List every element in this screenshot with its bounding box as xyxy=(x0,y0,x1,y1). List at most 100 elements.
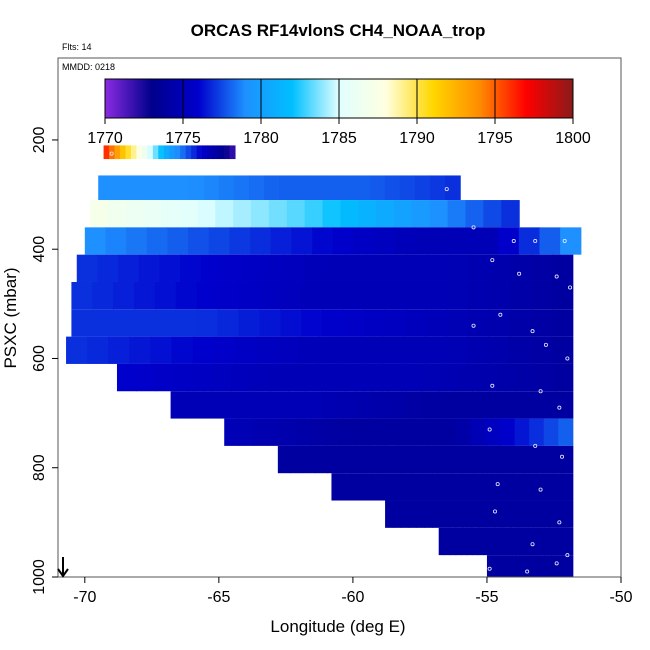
heatmap-cell xyxy=(428,254,450,282)
heatmap-cell xyxy=(207,145,214,160)
heatmap-cell xyxy=(108,200,127,228)
heatmap-cell xyxy=(331,473,343,501)
heatmap-cell xyxy=(309,175,326,201)
heatmap-cell xyxy=(557,500,566,528)
heatmap-cell xyxy=(311,418,327,446)
heatmap-cell xyxy=(565,555,570,577)
heatmap-cell xyxy=(472,391,490,419)
heatmap-cell xyxy=(196,145,203,160)
heatmap-cell xyxy=(455,527,462,556)
heatmap-cell xyxy=(551,309,574,337)
x-tick-label: -55 xyxy=(475,589,498,606)
heatmap-cell xyxy=(510,500,519,528)
heatmap-cell xyxy=(361,473,373,501)
heatmap-cell xyxy=(175,309,198,337)
heatmap-cell xyxy=(129,336,152,364)
heatmap-cell xyxy=(477,527,484,556)
heatmap-cell xyxy=(376,200,395,228)
heatmap-cell xyxy=(126,227,148,255)
heatmap-cell xyxy=(466,527,473,556)
heatmap-cell xyxy=(449,527,457,556)
heatmap-cell xyxy=(203,175,220,201)
heatmap-cell xyxy=(442,473,453,501)
heatmap-cell xyxy=(202,145,209,160)
heatmap-cell xyxy=(384,309,407,337)
heatmap-cell xyxy=(494,555,499,577)
heatmap-cell xyxy=(66,336,88,364)
y-tick-label: 200 xyxy=(31,127,48,154)
heatmap-cell xyxy=(251,200,270,228)
heatmap-cell xyxy=(213,336,236,364)
heatmap-cell xyxy=(179,200,199,228)
heatmap-cell xyxy=(431,473,443,501)
heatmap-cell xyxy=(130,145,138,160)
heatmap-cell xyxy=(478,500,488,528)
heatmap-cell xyxy=(71,309,93,337)
heatmap-cell xyxy=(290,445,304,474)
flight-point xyxy=(557,520,562,525)
heatmap-cell xyxy=(376,445,390,474)
heatmap-cell xyxy=(510,254,533,282)
heatmap-cell xyxy=(398,418,414,446)
heatmap-cell xyxy=(312,227,334,255)
heatmap-cell xyxy=(340,200,359,228)
heatmap-cell xyxy=(553,363,574,392)
heatmap-cell xyxy=(233,200,252,228)
heatmap-cell xyxy=(425,445,439,474)
heatmap-cell xyxy=(277,336,299,364)
y-axis: 200 400 600 800 1000 xyxy=(31,127,58,595)
heatmap-cell xyxy=(256,336,278,364)
flight-point xyxy=(490,258,495,263)
heatmap-cell xyxy=(224,418,240,446)
heatmap-cell xyxy=(154,281,177,310)
heatmap-cell xyxy=(267,418,283,446)
heatmap-cell xyxy=(469,254,491,282)
heatmap-cell xyxy=(250,227,272,255)
heatmap-cell xyxy=(494,527,501,556)
heatmap-cell xyxy=(569,555,574,577)
heatmap-cell xyxy=(361,336,384,364)
heatmap-cell xyxy=(512,473,524,501)
heatmap-cell xyxy=(486,500,496,528)
heatmap-cell xyxy=(544,555,549,577)
heatmap-cell xyxy=(551,336,574,364)
heatmap-cell xyxy=(488,336,511,364)
heatmap-cell xyxy=(147,145,154,160)
heatmap-cell xyxy=(237,391,255,419)
heatmap-cell xyxy=(363,281,386,310)
heatmap-cell xyxy=(234,336,257,364)
y-tick-label: 600 xyxy=(31,345,48,372)
x-tick-label: -65 xyxy=(207,589,230,606)
colorbar-tick-label: 1780 xyxy=(243,130,279,147)
heatmap-cell xyxy=(253,418,269,446)
heatmap-cell xyxy=(319,336,342,364)
chart-title: ORCAS RF14vlonS CH4_NOAA_trop xyxy=(191,21,486,40)
heatmap-cell xyxy=(533,555,538,577)
heatmap-cell xyxy=(332,227,355,255)
heatmap-cell xyxy=(549,500,558,528)
heatmap-cell xyxy=(277,445,291,474)
flight-point xyxy=(498,312,503,317)
heatmap-cell xyxy=(76,254,99,282)
heatmap-cell xyxy=(515,363,536,392)
heatmap-cell xyxy=(385,500,394,528)
colorbar-tick-label: 1770 xyxy=(87,130,123,147)
heatmap-cell xyxy=(511,555,517,577)
heatmap-cell xyxy=(174,145,181,160)
heatmap-cell xyxy=(324,175,341,201)
flight-point xyxy=(533,443,538,448)
heatmap-cell xyxy=(242,254,264,282)
heatmap-cell xyxy=(218,175,235,201)
heatmap-cell xyxy=(287,391,306,419)
heatmap-cell xyxy=(405,309,428,337)
heatmap-cell xyxy=(518,500,527,528)
heatmap-cell xyxy=(394,227,417,255)
heatmap-cell xyxy=(282,418,298,446)
heatmap-cell xyxy=(542,473,554,501)
heatmap-cell xyxy=(369,418,385,446)
heatmap-cell xyxy=(445,175,461,201)
heatmap-cell xyxy=(351,473,363,501)
heatmap-cell xyxy=(522,555,527,577)
heatmap-cell xyxy=(180,145,187,160)
heatmap-cell xyxy=(161,200,181,228)
